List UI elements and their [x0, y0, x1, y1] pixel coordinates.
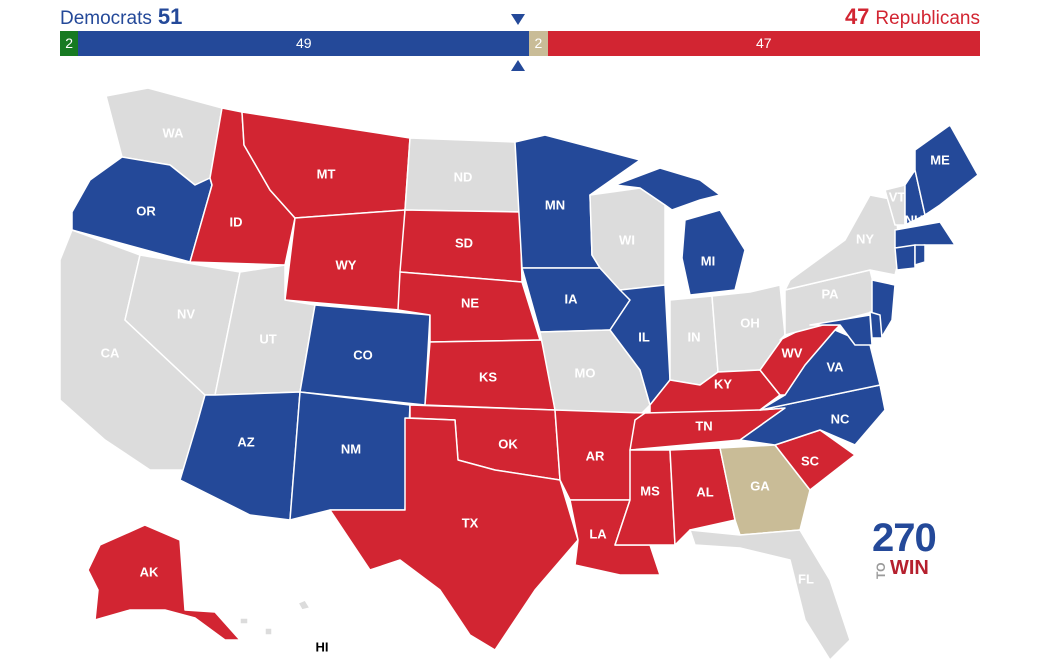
republicans-total: 47 — [844, 4, 870, 29]
state-label-wy: WY — [336, 257, 357, 272]
state-label-ut: UT — [259, 331, 276, 346]
state-label-va: VA — [826, 359, 844, 374]
state-ak[interactable] — [87, 524, 241, 641]
state-label-hi: HI — [316, 639, 329, 654]
state-label-ca: CA — [101, 345, 120, 360]
state-label-me: ME — [930, 152, 950, 167]
state-label-az: AZ — [237, 434, 254, 449]
state-label-sc: SC — [801, 453, 820, 468]
republicans-header: 47 Republicans — [839, 4, 980, 30]
bar-segment-dem: 49 — [78, 31, 530, 56]
seat-balance-bar: 2 49 2 47 — [60, 31, 980, 56]
state-label-ia: IA — [565, 291, 579, 306]
state-label-nv: NV — [177, 306, 195, 321]
state-label-pa: PA — [821, 286, 839, 301]
270towin-logo: 270 TO WIN — [872, 518, 942, 582]
state-me[interactable] — [914, 124, 979, 216]
state-md[interactable] — [809, 314, 873, 346]
logo-win: WIN — [890, 557, 929, 579]
state-label-tx: TX — [462, 515, 479, 530]
logo-270: 270 — [872, 516, 937, 560]
state-hi[interactable] — [239, 599, 311, 636]
state-label-ar: AR — [586, 448, 605, 463]
state-label-ms: MS — [640, 483, 660, 498]
state-label-nc: NC — [831, 411, 850, 426]
state-label-wv: WV — [782, 345, 803, 360]
state-tx[interactable] — [329, 417, 579, 651]
state-label-ak: AK — [140, 564, 159, 579]
majority-marker-bottom-icon — [511, 60, 525, 71]
state-label-ok: OK — [498, 436, 518, 451]
logo-to: TO — [874, 562, 888, 579]
state-label-ks: KS — [479, 369, 497, 384]
state-label-nd: ND — [454, 169, 473, 184]
state-label-oh: OH — [740, 315, 760, 330]
state-label-mi: MI — [701, 253, 715, 268]
state-ny[interactable] — [784, 194, 901, 291]
state-label-wi: WI — [619, 232, 635, 247]
state-nc[interactable] — [739, 384, 886, 446]
state-label-mo: MO — [575, 365, 596, 380]
state-label-al: AL — [696, 484, 713, 499]
republicans-label: Republicans — [875, 8, 980, 29]
state-label-tn: TN — [695, 418, 712, 433]
us-senate-map[interactable]: WA OR CA NV ID MT WY UT AZ CO NM ND SD NE KS OK TX MN IA MO… — [0, 70, 1050, 670]
state-mi[interactable] — [614, 167, 746, 296]
majority-marker-top-icon — [511, 14, 525, 25]
state-label-wa: WA — [163, 125, 185, 140]
state-label-mn: MN — [545, 197, 565, 212]
state-label-nh: NH — [905, 212, 924, 227]
state-label-ga: GA — [750, 478, 770, 493]
bar-segment-rep: 47 — [547, 31, 980, 56]
state-label-or: OR — [136, 203, 156, 218]
state-label-ky: KY — [714, 376, 732, 391]
state-ct[interactable] — [894, 244, 916, 271]
state-ri[interactable] — [914, 244, 926, 266]
state-label-mt: MT — [317, 166, 336, 181]
state-fl[interactable] — [689, 529, 851, 661]
state-label-nm: NM — [341, 441, 361, 456]
state-label-fl: FL — [798, 571, 814, 586]
state-label-id: ID — [230, 214, 243, 229]
state-label-co: CO — [353, 347, 373, 362]
bar-segment-tossup: 2 — [529, 31, 548, 56]
state-label-in: IN — [688, 329, 701, 344]
state-il[interactable] — [609, 284, 671, 406]
state-label-vt: VT — [889, 189, 906, 204]
state-label-ne: NE — [461, 295, 479, 310]
state-label-la: LA — [589, 526, 607, 541]
democrats-label: Democrats — [60, 8, 152, 29]
state-label-sd: SD — [455, 235, 473, 250]
democrats-header: Democrats 51 — [60, 4, 188, 30]
state-label-ny: NY — [856, 231, 874, 246]
state-ma[interactable] — [894, 221, 956, 249]
bar-segment-ind: 2 — [60, 31, 79, 56]
state-al[interactable] — [669, 447, 736, 546]
state-label-il: IL — [638, 329, 650, 344]
democrats-total: 51 — [157, 4, 183, 29]
